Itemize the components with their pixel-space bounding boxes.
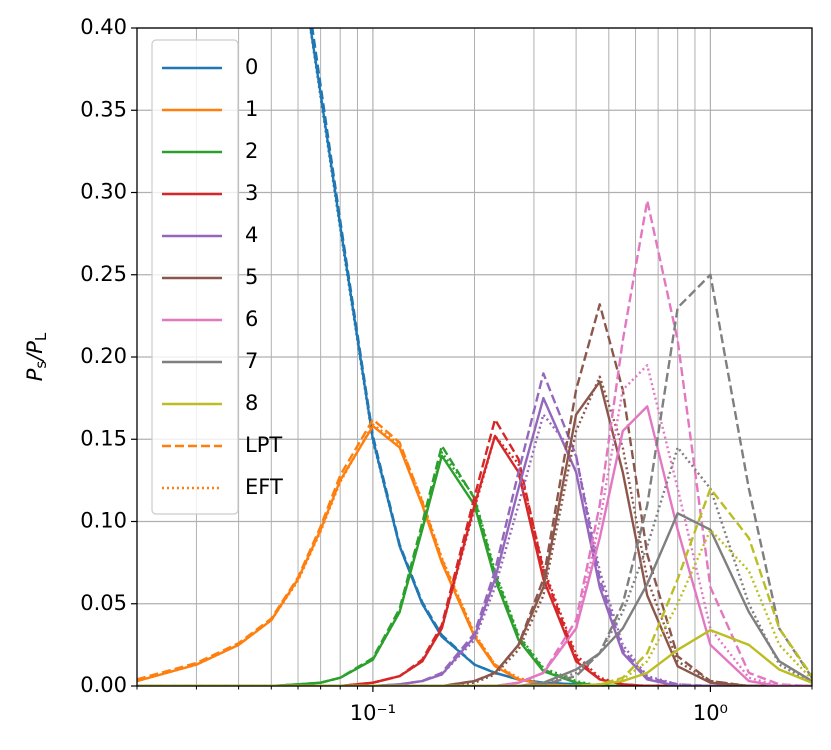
y-axis-label-part: P: [23, 368, 47, 381]
line: [137, 424, 812, 686]
line-dashed: [137, 273, 812, 686]
line: [309, 28, 812, 686]
legend-label: 7: [245, 349, 258, 373]
y-tick-label: 0.10: [80, 509, 127, 533]
y-tick-label: 0.25: [80, 262, 127, 286]
x-tick-label: 10⁰: [693, 701, 728, 725]
line: [137, 396, 812, 686]
y-tick-label: 0.15: [80, 426, 127, 450]
line-dashed: [137, 487, 812, 686]
y-tick-label: 0.30: [80, 180, 127, 204]
line: [137, 454, 812, 686]
legend-label: 2: [245, 139, 258, 163]
line-dotted: [137, 413, 812, 686]
line: [137, 628, 812, 686]
y-tick-label: 0.35: [80, 97, 127, 121]
legend-label: 4: [245, 223, 258, 247]
line: [137, 434, 812, 686]
legend-label: 1: [245, 97, 258, 121]
y-tick-label: 0.00: [80, 673, 127, 697]
line-dotted: [137, 528, 812, 686]
lines: [137, 28, 812, 686]
line-dashed: [137, 199, 812, 686]
y-axis-label-part: P: [23, 341, 47, 354]
line: [137, 380, 812, 686]
legend-label: 5: [245, 265, 258, 289]
y-tick-label: 0.05: [80, 591, 127, 615]
legend-label: LPT: [245, 433, 282, 457]
y-axis-label-part: /: [23, 352, 47, 363]
legend-label: 8: [245, 391, 258, 415]
line: [137, 405, 812, 686]
y-tick-label: 0.20: [80, 344, 127, 368]
line-dashed: [137, 372, 812, 686]
line: [137, 512, 812, 686]
legend: 0 1 2 3 4 5 6 7 8 LPT EFT: [151, 39, 283, 515]
legend-label: EFT: [245, 475, 283, 499]
x-tick-label: 10⁻¹: [350, 701, 396, 725]
y-axis-label-part: s: [32, 361, 50, 369]
y-tick-label: 0.40: [80, 15, 127, 39]
axes: 0.00 0.05 0.10 0.15 0.20 0.25 0.30 0.35 0.40 10⁻¹…: [23, 15, 813, 725]
legend-label: 3: [245, 181, 258, 205]
line-dotted: [137, 446, 812, 686]
y-axis-label-part: L: [32, 332, 50, 341]
line-dotted: [137, 423, 812, 686]
legend-label: 0: [245, 55, 258, 79]
y-axis-label: Ps/PL: [23, 332, 50, 381]
legend-label: 6: [245, 307, 258, 331]
